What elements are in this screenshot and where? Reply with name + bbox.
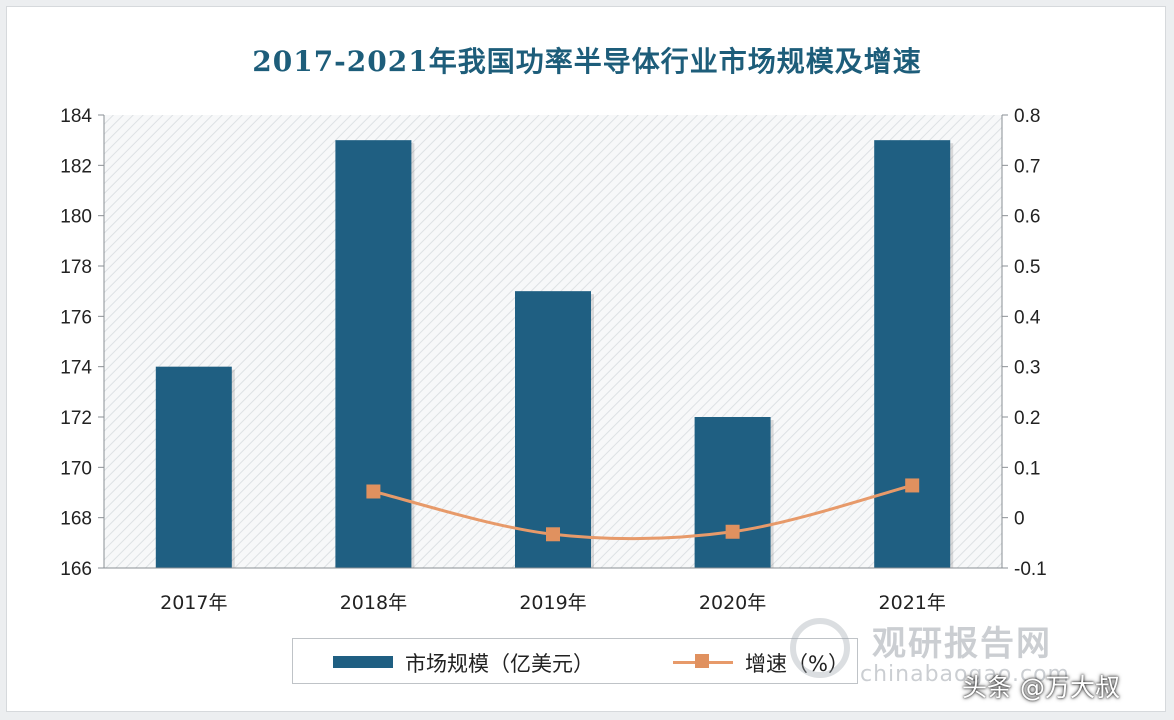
x-tick-label: 2019年: [519, 592, 586, 614]
y-right-tick-label: -0.1: [1014, 559, 1047, 580]
y-right-tick-label: 0.3: [1014, 358, 1040, 379]
y-right-tick-label: 0.2: [1014, 408, 1040, 429]
y-left-tick-label: 184: [60, 106, 92, 127]
legend-label-market-size: 市场规模（亿美元）: [405, 652, 594, 676]
y-right-tick-label: 0: [1014, 509, 1025, 530]
legend: 市场规模（亿美元） 增速（%）: [292, 638, 858, 684]
x-tick-label: 2017年: [160, 592, 227, 614]
y-right-tick-label: 0.4: [1014, 307, 1041, 328]
x-tick-label: 2018年: [340, 592, 407, 614]
growth-marker: [366, 484, 381, 499]
legend-marker-swatch: [695, 654, 709, 668]
growth-marker: [725, 524, 740, 539]
y-right-tick-label: 0.7: [1014, 156, 1040, 177]
watermark-logo-icon: [790, 618, 850, 678]
growth-marker: [905, 478, 920, 493]
legend-bar-swatch: [333, 656, 393, 668]
y-right-tick-label: 0.5: [1014, 257, 1040, 278]
growth-marker: [546, 527, 560, 542]
y-left-tick-label: 170: [60, 458, 92, 479]
y-left-tick-label: 166: [60, 559, 92, 580]
bar: [515, 291, 591, 568]
y-right-tick-label: 0.1: [1014, 458, 1040, 479]
watermark-brand-cn: 观研报告网: [872, 624, 1052, 664]
author-credit: 头条 @万大叔: [962, 673, 1120, 702]
y-left-tick-label: 168: [60, 509, 92, 530]
x-tick-label: 2021年: [879, 592, 946, 614]
watermark: 观研报告网 chinabaogao.com: [790, 612, 1090, 692]
y-right-tick-label: 0.8: [1014, 106, 1040, 127]
growth-line: [373, 484, 913, 541]
x-tick-label: 2020年: [699, 592, 766, 614]
bar: [335, 140, 412, 568]
y-left-tick-label: 180: [60, 207, 92, 228]
y-left-tick-label: 172: [60, 408, 92, 429]
y-right-tick-label: 0.6: [1014, 207, 1040, 228]
y-left-tick-label: 174: [60, 358, 92, 379]
bar: [155, 366, 232, 568]
watermark-brand-en: chinabaogao.com: [860, 662, 1070, 687]
bar: [694, 417, 771, 568]
y-left-tick-label: 176: [60, 307, 92, 328]
y-left-tick-label: 182: [60, 156, 92, 177]
chart-title: 2017-2021年我国功率半导体行业市场规模及增速: [252, 45, 922, 78]
y-left-tick-label: 178: [60, 257, 92, 278]
bar: [874, 140, 951, 568]
